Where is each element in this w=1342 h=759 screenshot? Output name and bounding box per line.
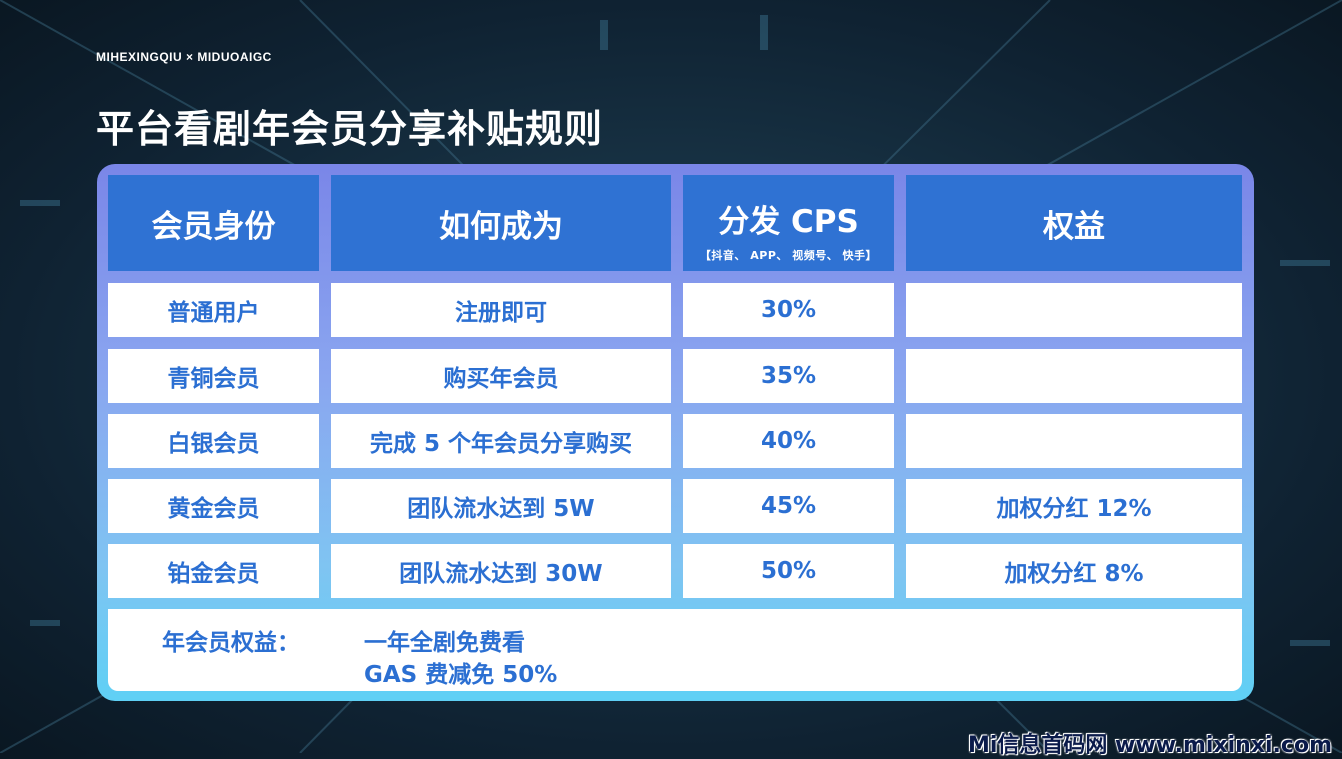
annual-benefits-box: 年会员权益： 一年全剧免费看 GAS 费减免 50%: [108, 609, 1242, 691]
header-benefit: 权益: [906, 175, 1242, 271]
header-cps-platforms: 【抖音、 APP、 视频号、 快手】: [699, 248, 878, 262]
table-cell-level: 黄金会员: [108, 479, 319, 533]
table-cell-cps: 45%: [683, 479, 894, 533]
header-cps-label: 分发 CPS: [718, 203, 859, 240]
header-level-label: 会员身份: [151, 208, 276, 245]
header-how: 如何成为: [331, 175, 671, 271]
table-cell-benefit: [906, 349, 1242, 403]
table-cell-benefit: 加权分红 8%: [906, 544, 1242, 598]
table-cell-level: 白银会员: [108, 414, 319, 468]
annual-benefit-item: 一年全剧免费看: [364, 630, 525, 656]
header-level: 会员身份: [108, 175, 319, 271]
table-cell-level: 铂金会员: [108, 544, 319, 598]
header-benefit-label: 权益: [1043, 208, 1105, 245]
annual-benefits-label: 年会员权益：: [162, 630, 300, 656]
table-cell-benefit: [906, 414, 1242, 468]
site-watermark: Mi信息首码网 www.mixinxi.com: [967, 733, 1332, 758]
table-cell-how: 完成 5 个年会员分享购买: [331, 414, 671, 468]
table-cell-benefit: 加权分红 12%: [906, 479, 1242, 533]
table-cell-how: 团队流水达到 5W: [331, 479, 671, 533]
table-cell-cps: 30%: [683, 283, 894, 337]
table-cell-how: 购买年会员: [331, 349, 671, 403]
header-how-label: 如何成为: [439, 208, 563, 245]
table-cell-cps: 50%: [683, 544, 894, 598]
table-cell-benefit: [906, 283, 1242, 337]
page-title: 平台看剧年会员分享补贴规则: [96, 107, 604, 151]
table-cell-cps: 40%: [683, 414, 894, 468]
table-cell-level: 青铜会员: [108, 349, 319, 403]
table-cell-how: 注册即可: [331, 283, 671, 337]
table-cell-cps: 35%: [683, 349, 894, 403]
brand-tagline: MIHEXINGQIU × MIDUOAIGC: [96, 50, 272, 64]
table-cell-how: 团队流水达到 30W: [331, 544, 671, 598]
header-cps: 分发 CPS 【抖音、 APP、 视频号、 快手】: [683, 175, 894, 271]
annual-benefit-item: GAS 费减免 50%: [364, 662, 558, 688]
table-cell-level: 普通用户: [108, 283, 319, 337]
